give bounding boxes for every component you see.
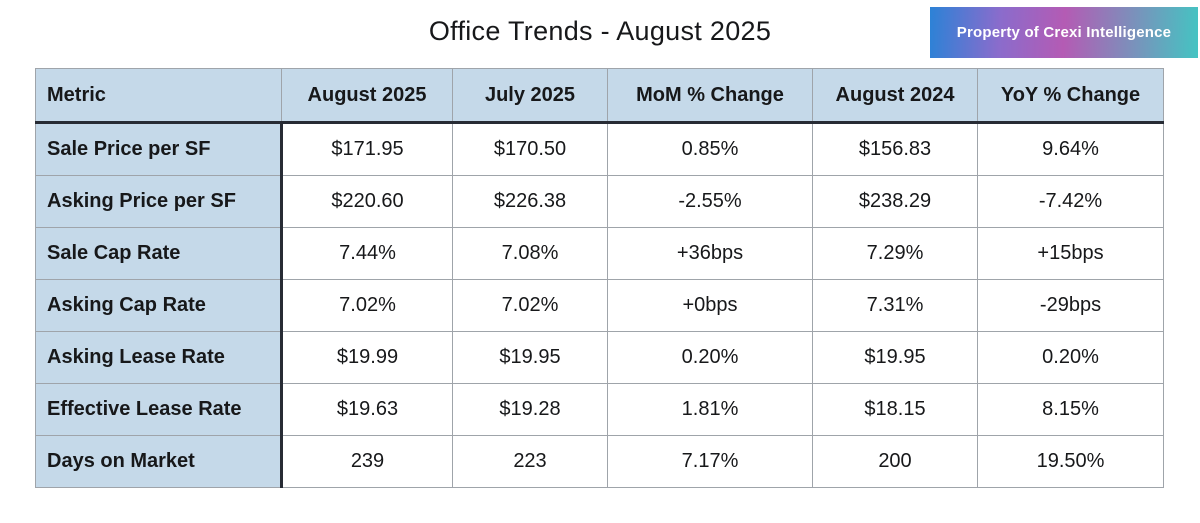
table-row: Effective Lease Rate $19.63 $19.28 1.81% $18… (35, 383, 1164, 436)
metric-cell: Effective Lease Rate (35, 383, 283, 436)
value-cell: +15bps (977, 227, 1164, 280)
table-row: Days on Market 239 223 7.17% 200 19.50% (35, 435, 1164, 488)
crexi-intelligence-badge: Property of Crexi Intelligence (930, 7, 1198, 58)
value-cell: +0bps (607, 279, 813, 332)
value-cell: $18.15 (812, 383, 978, 436)
column-header-metric: Metric (35, 68, 282, 124)
value-cell: -29bps (977, 279, 1164, 332)
value-cell: 8.15% (977, 383, 1164, 436)
value-cell: -7.42% (977, 175, 1164, 228)
value-cell: $238.29 (812, 175, 978, 228)
value-cell: +36bps (607, 227, 813, 280)
office-trends-table: Metric August 2025 July 2025 MoM % Change Au… (35, 68, 1164, 488)
value-cell: 7.02% (281, 279, 453, 332)
column-header: MoM % Change (607, 68, 813, 124)
page-title: Office Trends - August 2025 (428, 16, 772, 46)
table-row: Asking Lease Rate $19.99 $19.95 0.20% $19.95… (35, 331, 1164, 384)
value-cell: 239 (281, 435, 453, 488)
value-cell: $19.63 (281, 383, 453, 436)
value-cell: 0.20% (607, 331, 813, 384)
value-cell: 1.81% (607, 383, 813, 436)
value-cell: 7.44% (281, 227, 453, 280)
metric-cell: Asking Cap Rate (35, 279, 283, 332)
column-header: August 2025 (281, 68, 453, 124)
value-cell: $156.83 (812, 122, 978, 176)
table-row: Asking Cap Rate 7.02% 7.02% +0bps 7.31% -29bp… (35, 279, 1164, 332)
value-cell: 7.31% (812, 279, 978, 332)
column-header: YoY % Change (977, 68, 1164, 124)
metric-cell: Asking Lease Rate (35, 331, 283, 384)
value-cell: $19.28 (452, 383, 608, 436)
value-cell: -2.55% (607, 175, 813, 228)
value-cell: $19.95 (452, 331, 608, 384)
table-header-row: Metric August 2025 July 2025 MoM % Change Au… (35, 68, 1164, 124)
badge-label: Property of Crexi Intelligence (956, 24, 1172, 41)
column-header: July 2025 (452, 68, 608, 124)
value-cell: 0.20% (977, 331, 1164, 384)
metric-cell: Sale Price per SF (35, 122, 283, 176)
value-cell: 7.02% (452, 279, 608, 332)
metric-cell: Asking Price per SF (35, 175, 283, 228)
value-cell: $220.60 (281, 175, 453, 228)
value-cell: 0.85% (607, 122, 813, 176)
value-cell: 7.17% (607, 435, 813, 488)
value-cell: $171.95 (281, 122, 453, 176)
value-cell: 7.29% (812, 227, 978, 280)
metric-cell: Sale Cap Rate (35, 227, 283, 280)
value-cell: $226.38 (452, 175, 608, 228)
table-row: Asking Price per SF $220.60 $226.38 -2.55% $… (35, 175, 1164, 228)
value-cell: 200 (812, 435, 978, 488)
value-cell: 223 (452, 435, 608, 488)
table-row: Sale Cap Rate 7.44% 7.08% +36bps 7.29% +15bps (35, 227, 1164, 280)
value-cell: $19.95 (812, 331, 978, 384)
metric-cell: Days on Market (35, 435, 283, 488)
value-cell: 9.64% (977, 122, 1164, 176)
column-header: August 2024 (812, 68, 978, 124)
value-cell: $19.99 (281, 331, 453, 384)
value-cell: 7.08% (452, 227, 608, 280)
value-cell: 19.50% (977, 435, 1164, 488)
table-body: Sale Price per SF $171.95 $170.50 0.85% $156… (35, 122, 1164, 488)
value-cell: $170.50 (452, 122, 608, 176)
table-row: Sale Price per SF $171.95 $170.50 0.85% $156… (35, 122, 1164, 176)
